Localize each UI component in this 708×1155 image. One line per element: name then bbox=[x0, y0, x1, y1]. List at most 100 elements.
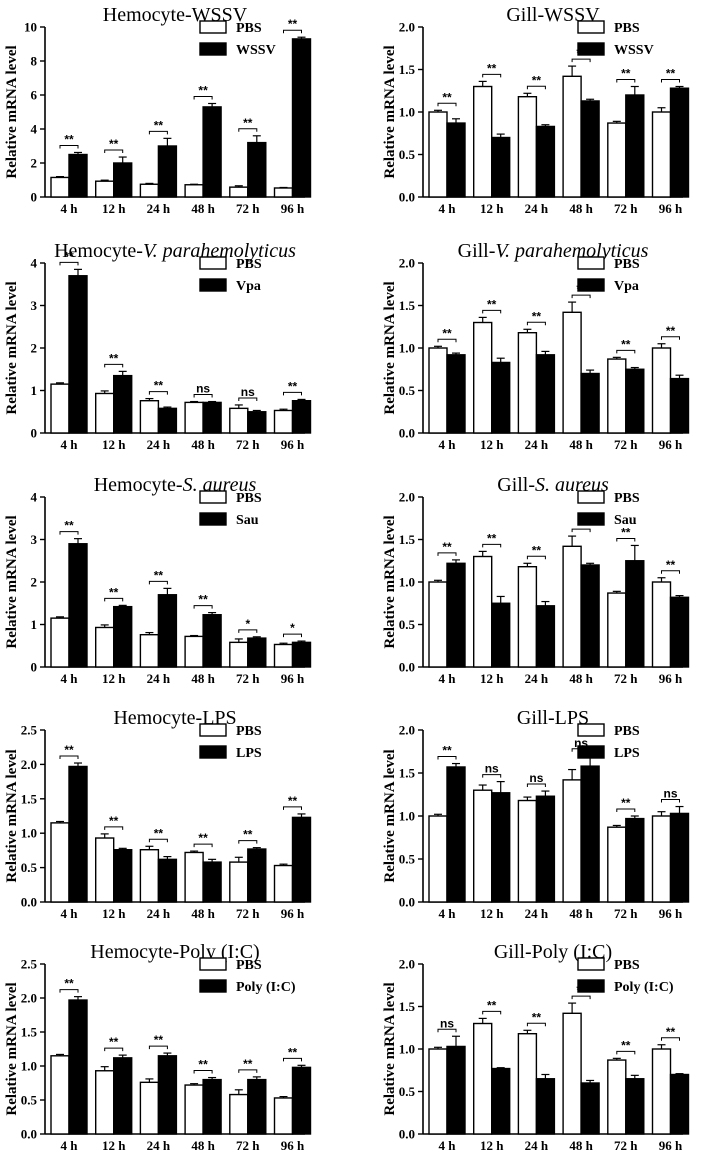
bar-pbs bbox=[473, 555, 493, 668]
y-tick-label: 1.5 bbox=[21, 1025, 38, 1040]
bar-pbs bbox=[473, 321, 493, 434]
bar-pbs bbox=[651, 1048, 672, 1135]
bar-treatment bbox=[157, 407, 178, 434]
legend-swatch-treatment bbox=[577, 745, 605, 759]
bar-pbs bbox=[50, 822, 70, 903]
significance-bracket bbox=[482, 543, 502, 548]
bar-pbs bbox=[184, 184, 204, 198]
y-tick-label: 1.0 bbox=[399, 341, 415, 356]
x-tick-label: 48 h bbox=[191, 201, 215, 216]
legend-label-treatment: LPS bbox=[614, 746, 640, 761]
bar-treatment bbox=[535, 605, 556, 668]
legend-swatch-pbs bbox=[577, 256, 605, 270]
x-tick-label: 12 h bbox=[102, 671, 126, 686]
x-tick-label: 72 h bbox=[236, 437, 260, 452]
significance-label: ** bbox=[288, 17, 298, 31]
bar-treatment bbox=[291, 641, 312, 668]
bar-treatment bbox=[202, 861, 222, 903]
significance-label: ** bbox=[198, 593, 208, 607]
bar-treatment bbox=[491, 136, 511, 198]
significance-label: ** bbox=[621, 525, 631, 539]
bar-pbs bbox=[229, 407, 249, 434]
significance-bracket bbox=[616, 1050, 636, 1055]
significance-label: ** bbox=[64, 132, 74, 146]
legend-swatch-pbs bbox=[199, 20, 227, 34]
legend-label-treatment: LPS bbox=[236, 746, 262, 761]
x-tick-label: 96 h bbox=[281, 437, 305, 452]
y-tick-label: 2 bbox=[31, 341, 38, 356]
y-tick-label: 0 bbox=[31, 190, 38, 205]
significance-label: ** bbox=[666, 558, 676, 572]
legend-swatch-treatment bbox=[577, 42, 605, 56]
significance-bracket bbox=[104, 1047, 124, 1052]
significance-bracket bbox=[437, 552, 457, 556]
significance-label: ** bbox=[243, 828, 253, 842]
significance-bracket bbox=[616, 349, 636, 354]
significance-bracket bbox=[616, 808, 636, 812]
legend-label-pbs: PBS bbox=[236, 724, 262, 739]
bar-pbs bbox=[229, 186, 249, 198]
x-tick-label: 48 h bbox=[569, 201, 593, 216]
significance-label: ** bbox=[532, 309, 542, 323]
legend-swatch-pbs bbox=[577, 957, 605, 971]
x-tick-label: 96 h bbox=[281, 201, 305, 216]
y-tick-label: 2.0 bbox=[21, 991, 37, 1006]
x-tick-label: 4 h bbox=[61, 906, 79, 921]
x-tick-label: 4 h bbox=[61, 201, 79, 216]
significance-label: ** bbox=[154, 1033, 164, 1047]
bar-pbs bbox=[517, 1032, 538, 1135]
x-tick-label: 48 h bbox=[191, 671, 215, 686]
significance-label: ** bbox=[442, 744, 452, 758]
significance-bracket bbox=[148, 1045, 168, 1050]
bar-treatment bbox=[580, 372, 600, 434]
chart-title-part: Gill- bbox=[458, 240, 496, 262]
legend-swatch-treatment bbox=[577, 512, 605, 526]
y-tick-label: 1.0 bbox=[21, 826, 37, 841]
significance-bracket bbox=[571, 528, 591, 533]
y-axis-label: Relative mRNA level bbox=[382, 515, 398, 648]
significance-bracket bbox=[238, 840, 258, 844]
y-tick-label: 0 bbox=[31, 426, 38, 441]
legend-label-pbs: PBS bbox=[614, 257, 640, 272]
y-axis-label: Relative mRNA level bbox=[382, 749, 398, 882]
bar-treatment bbox=[625, 1078, 645, 1135]
bar-treatment bbox=[491, 361, 511, 434]
y-axis-label: Relative mRNA level bbox=[4, 45, 20, 178]
x-tick-label: 96 h bbox=[281, 671, 305, 686]
bar-treatment bbox=[112, 374, 133, 434]
bar-treatment bbox=[580, 100, 600, 198]
significance-label: ** bbox=[154, 118, 164, 132]
chart-title: Gill-WSSV bbox=[506, 4, 600, 26]
significance-bracket bbox=[238, 397, 258, 401]
x-tick-label: 12 h bbox=[480, 671, 504, 686]
significance-label: ** bbox=[442, 540, 452, 554]
bar-pbs bbox=[229, 861, 249, 903]
x-tick-label: 12 h bbox=[480, 437, 504, 452]
significance-bracket bbox=[59, 989, 79, 993]
y-tick-label: 2.5 bbox=[21, 723, 38, 738]
bar-pbs bbox=[50, 383, 70, 434]
bar-treatment bbox=[669, 377, 690, 434]
legend-swatch-pbs bbox=[577, 723, 605, 737]
x-tick-label: 24 h bbox=[525, 1138, 549, 1153]
legend-swatch-treatment bbox=[199, 278, 227, 292]
bar-treatment bbox=[446, 122, 466, 198]
x-tick-label: 48 h bbox=[191, 1138, 215, 1153]
legend-swatch-treatment bbox=[199, 512, 227, 526]
y-tick-label: 2.0 bbox=[399, 20, 415, 35]
y-tick-label: 4 bbox=[31, 256, 38, 271]
x-tick-label: 72 h bbox=[614, 906, 638, 921]
significance-label: ** bbox=[154, 568, 164, 582]
legend-label-treatment: WSSV bbox=[614, 43, 654, 58]
significance-bracket bbox=[104, 826, 124, 830]
x-tick-label: 24 h bbox=[147, 671, 171, 686]
significance-bracket bbox=[437, 1028, 457, 1033]
significance-bracket bbox=[661, 336, 680, 340]
y-axis-label: Relative mRNA level bbox=[4, 281, 20, 414]
x-tick-label: 12 h bbox=[102, 906, 126, 921]
y-tick-label: 0.0 bbox=[399, 190, 415, 205]
bar-pbs bbox=[517, 566, 538, 668]
